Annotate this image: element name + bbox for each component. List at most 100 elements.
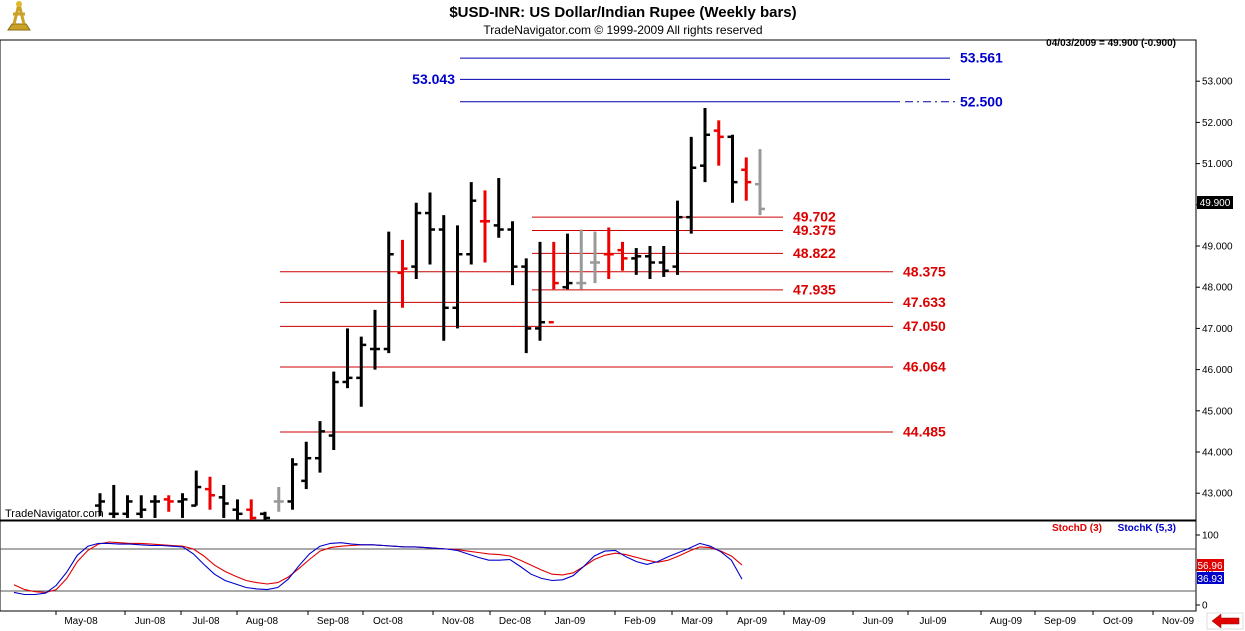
blue-level-label: 53.043 (412, 71, 455, 87)
date-tick-label: Jan-09 (555, 616, 586, 627)
ohlc-bar (507, 221, 518, 286)
ohlc-bar (548, 241, 559, 324)
ohlc-bar (672, 200, 683, 275)
price-tick-label: 51.000 (1202, 159, 1233, 170)
ohlc-bar (108, 484, 119, 518)
red-level-label: 46.064 (903, 358, 946, 374)
stoch-k-value-box (1197, 572, 1224, 584)
date-tick-label: Oct-09 (1103, 616, 1133, 627)
ohlc-bar (686, 136, 697, 234)
ohlc-bar (356, 336, 367, 407)
stoch-d-value-label: 56.96 (1197, 561, 1222, 572)
chart-subtitle: TradeNavigator.com © 1999-2009 All right… (483, 23, 762, 37)
ohlc-bar (411, 202, 422, 279)
price-tick-label: 49.000 (1202, 242, 1233, 253)
date-tick-label: Aug-09 (990, 616, 1023, 627)
ohlc-bar (438, 215, 449, 341)
ohlc-bar (755, 149, 765, 216)
ohlc-bar (603, 227, 614, 279)
ohlc-bar (136, 495, 147, 518)
red-level-label: 47.633 (903, 294, 946, 310)
red-level-label: 47.050 (903, 318, 946, 334)
ohlc-bar (205, 476, 215, 510)
ohlc-bar (590, 231, 600, 284)
date-tick-label: Oct-08 (373, 616, 403, 627)
ohlc-bar (631, 248, 642, 275)
stoch-k-line (13, 542, 743, 596)
ohlc-bar (260, 511, 270, 520)
red-level-label: 49.702 (793, 209, 836, 225)
price-tick-label: 43.000 (1202, 489, 1233, 500)
ohlc-bar (425, 192, 435, 265)
ohlc-bar (95, 493, 105, 516)
price-tick-label: 52.000 (1202, 118, 1233, 129)
ohlc-bar (700, 107, 710, 183)
stoch-d-line (13, 541, 743, 593)
ohlc-bar (617, 241, 628, 271)
red-level-label: 47.935 (793, 281, 836, 297)
red-level-label: 49.375 (793, 222, 836, 238)
date-tick-label: Aug-08 (246, 616, 279, 627)
chart-title: $USD-INR: US Dollar/Indian Rupee (Weekly… (449, 4, 796, 21)
date-tick-label: Dec-08 (499, 616, 532, 627)
trade-navigator-logo-icon[interactable] (7, 1, 31, 31)
red-level-label: 44.485 (903, 424, 946, 440)
ohlc-bar (741, 157, 752, 201)
blue-level-label: 52.500 (960, 93, 1003, 109)
ohlc-bar (397, 239, 408, 308)
ohlc-bar (727, 134, 738, 203)
stoch-d-value-box (1197, 559, 1224, 571)
last-price-box (1197, 196, 1233, 209)
ohlc-bar (521, 258, 532, 354)
ohlc-bar (713, 120, 724, 166)
price-tick-label: 53.000 (1202, 77, 1233, 88)
last-price-label: 49.900 (1200, 198, 1231, 209)
date-tick-label: Nov-09 (1162, 616, 1195, 627)
ohlc-bar (645, 246, 655, 279)
date-tick-label: May-09 (792, 616, 826, 627)
date-tick-label: Jul-08 (192, 616, 220, 627)
stoch-tick-label: 0 (1202, 601, 1208, 612)
date-tick-label: Sep-09 (1044, 616, 1077, 627)
header-readout: 04/03/2009 = 49.900 (-0.900) (1046, 38, 1176, 49)
date-tick-label: Jun-09 (863, 616, 894, 627)
date-axis: May-08 Jun-08 Jul-08 Aug-08 Sep-08 Oct-08 Nov-… (55, 611, 1195, 627)
price-axis: 43.000 44.000 45.000 46.000 47.000 48.000 49.0… (1196, 77, 1233, 500)
ohlc-bar (301, 441, 312, 490)
date-tick-label: Nov-08 (442, 616, 475, 627)
price-tick-label: 44.000 (1202, 448, 1233, 459)
price-bars (95, 107, 765, 520)
red-level-label: 48.822 (793, 245, 836, 261)
red-level-label: 48.375 (903, 263, 946, 279)
ohlc-bar (150, 495, 160, 518)
price-tick-label: 46.000 (1202, 365, 1233, 376)
ohlc-bar (177, 493, 188, 518)
ohlc-bar (122, 495, 133, 518)
date-tick-label: Jun-08 (135, 616, 166, 627)
stoch-panel-frame (0, 520, 1197, 612)
ohlc-bar (452, 225, 463, 329)
ohlc-bar (466, 182, 477, 265)
stoch-d-legend: StochD (3) (1052, 523, 1102, 534)
date-tick-label: Mar-09 (681, 616, 713, 627)
ohlc-bar (191, 470, 202, 507)
date-tick-label: May-08 (64, 616, 98, 627)
price-panel-frame (0, 39, 1197, 521)
price-tick-label: 47.000 (1202, 324, 1233, 335)
price-tick-label: 48.000 (1202, 283, 1233, 294)
ohlc-bar (493, 178, 504, 238)
blue-level-label: 53.561 (960, 50, 1003, 66)
price-tick-label: 45.000 (1202, 406, 1233, 417)
ohlc-bar (287, 458, 298, 510)
stoch-k-value-label: 36.93 (1197, 574, 1222, 585)
ohlc-bar (658, 246, 669, 277)
scroll-right-arrow-icon[interactable] (1206, 612, 1244, 630)
stoch-tick-label: 100 (1202, 531, 1219, 542)
ohlc-bar (370, 309, 380, 370)
stochastic-oscillator (0, 541, 1196, 596)
date-tick-label: Jul-09 (919, 616, 947, 627)
ohlc-bar (232, 499, 243, 520)
date-tick-label: Feb-09 (624, 616, 656, 627)
